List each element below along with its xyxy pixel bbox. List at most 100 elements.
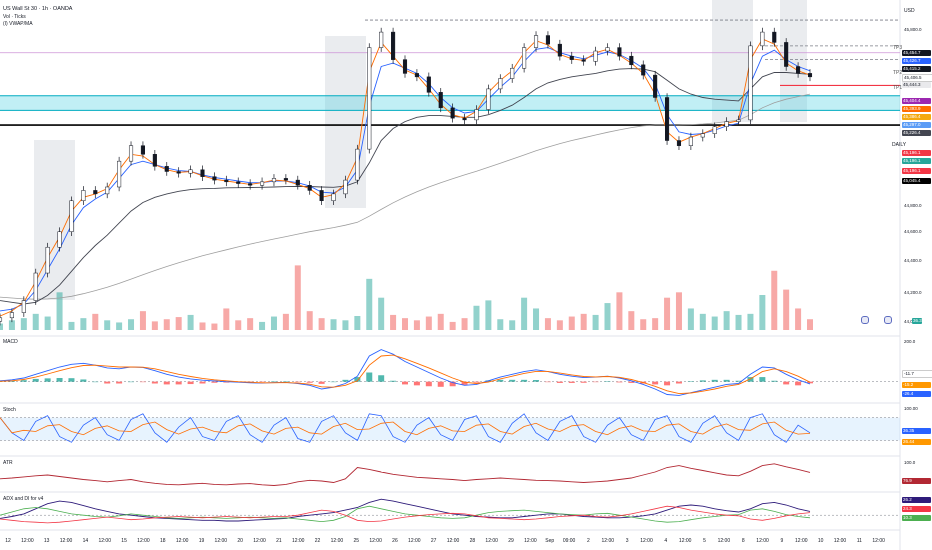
volume-bar	[247, 318, 254, 330]
time-axis-label: 12:00	[833, 538, 847, 544]
macd-histogram-bar	[497, 379, 504, 382]
volume-bar	[604, 303, 611, 330]
candle-body	[688, 136, 693, 146]
macd-histogram-bar	[556, 381, 563, 383]
volume-bar	[80, 318, 87, 330]
macd-histogram-bar	[533, 380, 540, 382]
time-axis-label: 5	[703, 538, 706, 544]
macd-histogram-bar	[449, 381, 456, 387]
macd-histogram-bar	[509, 379, 516, 382]
volume-bar	[402, 318, 408, 330]
time-axis-label: 12:00	[794, 538, 808, 544]
tp3-label: TP3	[893, 45, 903, 51]
candle-body	[236, 181, 241, 184]
time-axis-label: 12	[5, 538, 11, 544]
adx-title: ADX and DI for v4	[3, 496, 44, 502]
macd-signal-tag: -15.2	[902, 382, 931, 388]
volume-bar	[330, 319, 337, 330]
price-axis-label: 44,600.0	[904, 229, 922, 234]
macd-histogram-bar	[783, 381, 790, 385]
event-flag-icon[interactable]	[884, 316, 892, 324]
time-axis-label: 12:00	[175, 538, 189, 544]
price-tag: 45,226.4	[902, 130, 931, 136]
tp2-label: TP2	[893, 70, 903, 76]
candle-body	[724, 121, 729, 128]
macd-histogram-bar	[461, 381, 468, 385]
price-tag: 45,196.1	[902, 168, 931, 174]
volume-bar	[437, 313, 444, 330]
price-tag: 45,444.3	[902, 82, 931, 88]
volume-bar	[568, 316, 575, 330]
price-tag: 45,406.5	[902, 74, 932, 82]
volume-bar	[783, 289, 790, 330]
candle-body	[45, 246, 50, 274]
candle-body	[164, 166, 169, 172]
candle-body	[414, 73, 419, 78]
volume-bar	[485, 300, 492, 330]
volume-bar	[318, 318, 325, 330]
macd-histogram-bar	[282, 381, 289, 382]
volume-bar	[592, 314, 599, 330]
atr-tag: 76.9	[902, 478, 931, 484]
macd-histogram-bar	[628, 381, 635, 383]
candle-body	[69, 200, 74, 232]
vwap-legend: (I) VWAP/MA	[3, 21, 33, 27]
macd-histogram-bar	[735, 380, 742, 382]
volume-bar	[8, 320, 15, 330]
macd-histogram-bar	[366, 372, 373, 382]
tp1-label: TP1	[893, 85, 903, 91]
macd-histogram-bar	[211, 381, 218, 383]
candle-body	[748, 45, 753, 121]
time-axis-label: 12:00	[756, 538, 769, 544]
event-flag-icon[interactable]	[861, 316, 869, 324]
time-axis-label: 12:00	[678, 538, 692, 544]
candle-body	[260, 181, 265, 186]
macd-histogram-bar	[270, 381, 277, 382]
volume-bar	[449, 321, 456, 330]
candle-body	[128, 145, 134, 162]
candle-body	[81, 190, 86, 202]
candle-body	[760, 31, 765, 47]
volume-bar	[747, 313, 754, 330]
volume-bar	[199, 322, 206, 330]
macd-histogram-bar	[580, 381, 587, 383]
time-axis-label: 12:00	[21, 538, 34, 544]
time-axis-label: 12:00	[640, 538, 653, 544]
macd-histogram-bar	[80, 379, 87, 382]
volume-bar	[259, 321, 266, 330]
candle-body	[140, 145, 145, 155]
macd-histogram-bar	[104, 381, 111, 384]
volume-bar	[104, 320, 111, 330]
candle-body	[426, 76, 431, 93]
price-tag: 45,415.2	[902, 66, 931, 72]
price-tag: 45,196.1	[902, 158, 931, 164]
time-axis-label: 11	[856, 538, 862, 544]
volume-bar	[616, 292, 623, 330]
volume-bar	[116, 322, 123, 330]
candle-body	[533, 35, 539, 48]
volume-bar	[235, 320, 242, 330]
macd-histogram-bar	[294, 381, 301, 383]
volume-bar	[139, 311, 146, 330]
volume-bar	[771, 270, 778, 330]
volume-bar	[556, 320, 563, 330]
time-axis-label: 13	[43, 538, 50, 544]
time-axis-label: 12:00	[137, 538, 150, 544]
candle-body	[629, 55, 634, 66]
volume-bar	[306, 311, 313, 330]
price-tag: 45,196.1	[902, 150, 931, 156]
time-axis-label: 18	[160, 538, 166, 544]
volume-bar	[56, 292, 63, 330]
candle-body	[569, 55, 574, 60]
candle-body	[391, 31, 396, 60]
time-axis-label: 22	[314, 538, 321, 544]
candle-body	[557, 43, 562, 57]
candle-body	[271, 178, 277, 183]
macd-histogram-bar	[699, 380, 706, 382]
candle-body	[486, 88, 491, 110]
candle-body	[807, 73, 813, 78]
macd-histogram-bar	[473, 381, 480, 383]
candle-body	[772, 31, 777, 43]
candle-body	[796, 66, 801, 74]
